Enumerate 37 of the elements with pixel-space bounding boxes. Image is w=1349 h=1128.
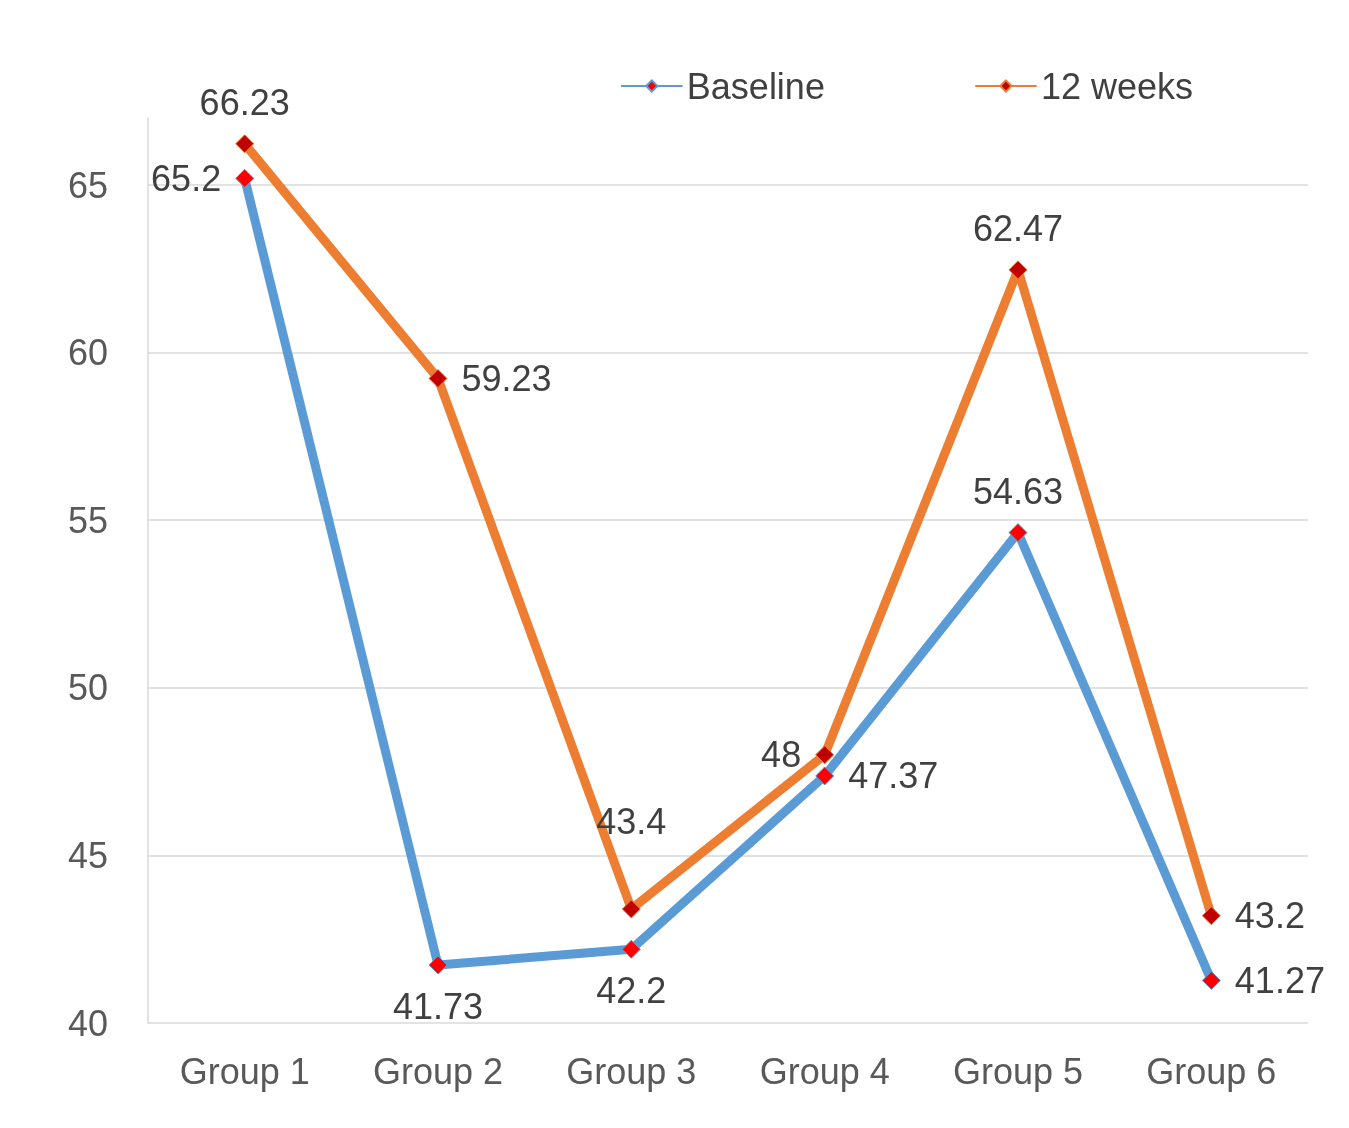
point bbox=[1008, 260, 1028, 280]
point bbox=[428, 955, 448, 975]
data-label: 62.47 bbox=[972, 207, 1064, 249]
point bbox=[1201, 970, 1221, 990]
x-tick-label: Group 5 bbox=[952, 1050, 1084, 1092]
x-tick-label: Group 6 bbox=[1146, 1050, 1277, 1092]
x-tick-label: Group 4 bbox=[759, 1050, 890, 1092]
data-label: 59.23 bbox=[461, 357, 552, 399]
data-label: 66.23 bbox=[199, 81, 290, 123]
y-tick-label: 65 bbox=[67, 164, 108, 206]
point bbox=[235, 134, 255, 154]
data-label: 42.2 bbox=[596, 970, 667, 1012]
y-tick-label: 45 bbox=[67, 834, 108, 876]
point bbox=[428, 368, 448, 388]
legend-label: Baseline bbox=[686, 65, 825, 107]
y-tick-label: 40 bbox=[67, 1002, 108, 1044]
legend-label: 12 weeks bbox=[1040, 65, 1194, 107]
point bbox=[1201, 906, 1221, 926]
y-tick-label: 60 bbox=[67, 332, 108, 374]
y-tick-label: 55 bbox=[67, 499, 108, 541]
point bbox=[815, 766, 835, 786]
point bbox=[1008, 523, 1028, 543]
data-label: 43.2 bbox=[1234, 895, 1305, 937]
data-label: 65.2 bbox=[151, 157, 222, 199]
data-label: 48 bbox=[761, 734, 802, 776]
data-label: 41.73 bbox=[392, 986, 484, 1028]
x-tick-label: Group 3 bbox=[566, 1050, 697, 1092]
point bbox=[235, 168, 255, 188]
point bbox=[621, 939, 641, 959]
y-tick-label: 50 bbox=[67, 667, 108, 709]
data-label: 47.37 bbox=[848, 755, 939, 797]
x-tick-label: Group 2 bbox=[372, 1050, 504, 1092]
x-tick-label: Group 1 bbox=[179, 1050, 310, 1092]
data-label: 54.63 bbox=[972, 470, 1064, 512]
point bbox=[815, 745, 835, 765]
point bbox=[621, 899, 641, 919]
data-label: 41.27 bbox=[1234, 959, 1325, 1001]
